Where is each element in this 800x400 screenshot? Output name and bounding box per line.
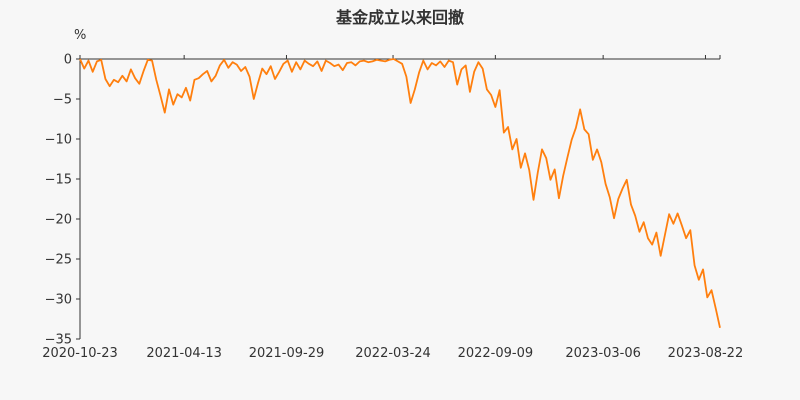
chart-title: 基金成立以来回撤 [335,8,464,27]
x-tick-label: 2021-09-29 [249,346,325,361]
x-tick-label: 2022-09-09 [458,346,534,361]
x-tick-label: 2020-10-23 [42,346,118,361]
y-tick-label: −5 [53,93,72,108]
y-tick-label: −25 [45,253,72,268]
y-tick-label: −35 [45,333,72,348]
y-tick-label: 0 [64,53,72,68]
x-tick-label: 2023-03-06 [565,346,641,361]
x-tick-label: 2023-08-22 [668,346,744,361]
x-tick-label: 2021-04-13 [146,346,222,361]
y-tick-label: −10 [45,133,72,148]
y-axis-unit: % [74,28,87,43]
y-tick-label: −20 [45,213,72,228]
y-tick-label: −30 [45,293,72,308]
series-line-0 [79,58,721,328]
x-tick-label: 2022-03-24 [355,346,431,361]
y-tick-label: −15 [45,173,72,188]
